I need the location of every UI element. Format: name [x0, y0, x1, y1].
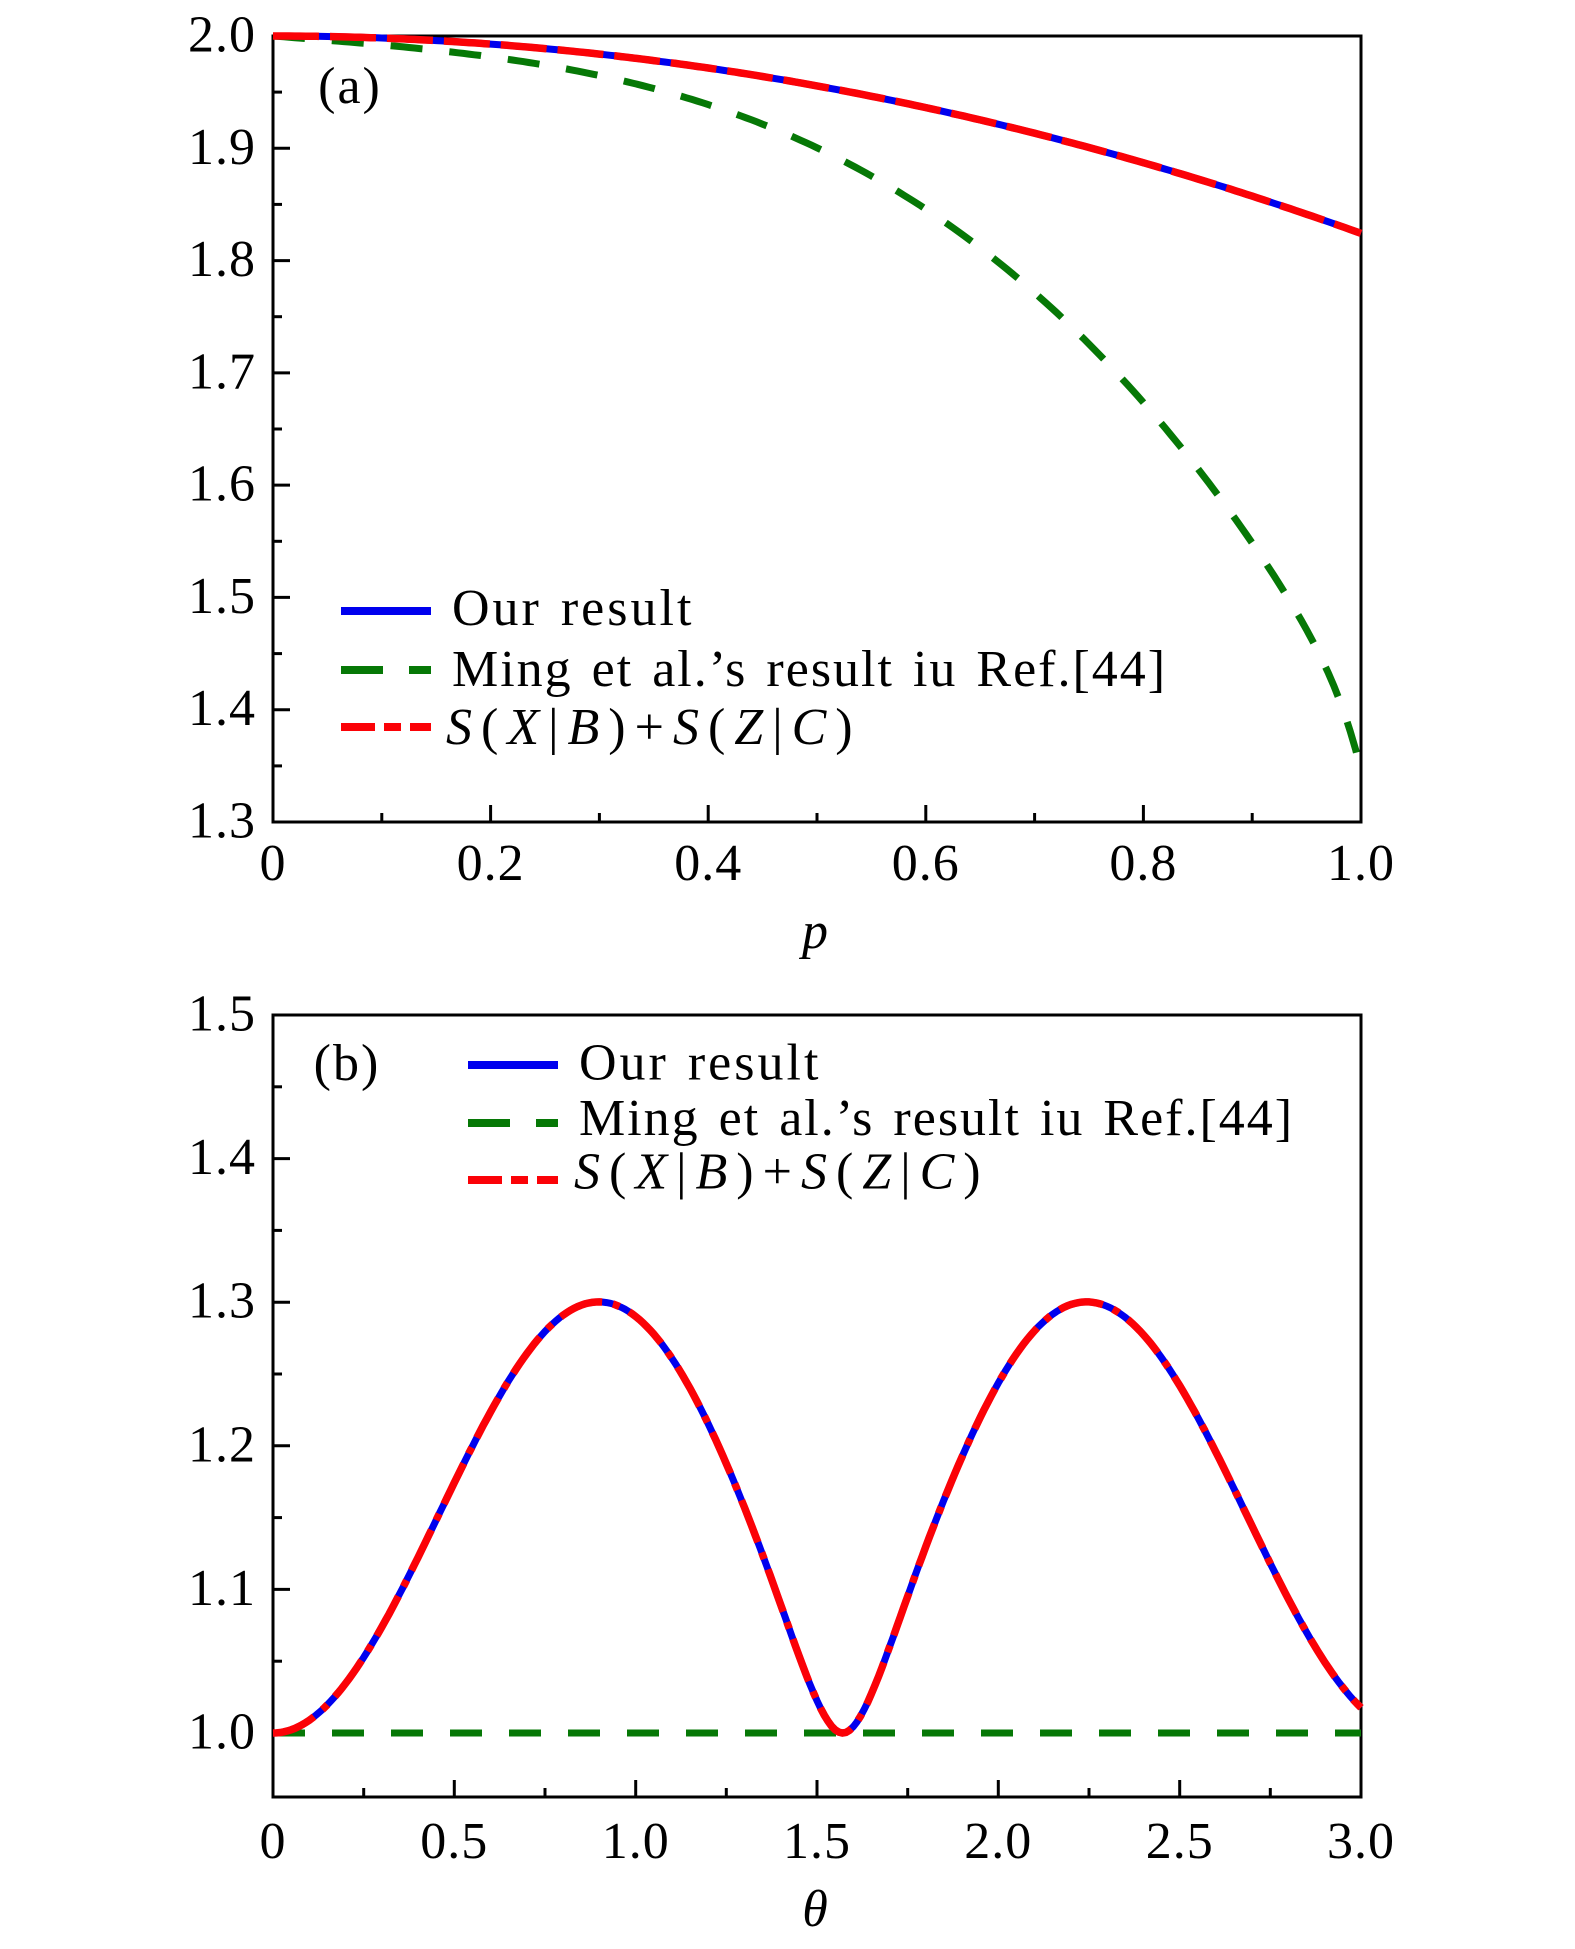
svg-text:1.6: 1.6	[188, 456, 256, 513]
svg-text:3.0: 3.0	[1327, 1813, 1395, 1870]
svg-text:1.5: 1.5	[783, 1813, 851, 1870]
svg-text:Our result: Our result	[452, 580, 694, 637]
svg-text:p: p	[798, 903, 828, 960]
svg-text:Our result: Our result	[579, 1035, 821, 1092]
svg-text:1.7: 1.7	[188, 343, 256, 400]
svg-text:2.0: 2.0	[964, 1813, 1032, 1870]
svg-text:0.6: 0.6	[892, 835, 960, 892]
svg-text:Ming et al.’s result iu Ref.[4: Ming et al.’s result iu Ref.[44]	[452, 641, 1167, 698]
svg-text:0.4: 0.4	[674, 835, 742, 892]
svg-text:1.1: 1.1	[188, 1560, 256, 1617]
svg-text:S(X|B)+S(Z|C): S(X|B)+S(Z|C)	[574, 1144, 990, 1201]
svg-text:1.9: 1.9	[188, 119, 256, 176]
svg-text:1.0: 1.0	[188, 1704, 256, 1761]
svg-text:(b): (b)	[314, 1035, 381, 1092]
svg-text:2.0: 2.0	[188, 7, 256, 64]
svg-text:1.3: 1.3	[188, 1273, 256, 1330]
svg-text:1.5: 1.5	[188, 568, 256, 625]
svg-text:1.3: 1.3	[188, 793, 256, 850]
svg-text:1.0: 1.0	[1327, 835, 1395, 892]
svg-text:1.0: 1.0	[602, 1813, 670, 1870]
svg-text:0.5: 0.5	[420, 1813, 488, 1870]
svg-text:0: 0	[260, 835, 287, 892]
svg-text:(a): (a)	[318, 58, 382, 115]
svg-text:1.5: 1.5	[188, 986, 256, 1043]
svg-text:0.8: 0.8	[1109, 835, 1177, 892]
svg-text:0.2: 0.2	[457, 835, 525, 892]
svg-text:1.4: 1.4	[188, 680, 256, 737]
svg-text:S(X|B)+S(Z|C): S(X|B)+S(Z|C)	[446, 699, 862, 756]
svg-text:0: 0	[260, 1813, 287, 1870]
svg-text:1.2: 1.2	[188, 1416, 256, 1473]
svg-text:θ: θ	[802, 1881, 828, 1938]
svg-text:Ming et al.’s result iu Ref.[4: Ming et al.’s result iu Ref.[44]	[579, 1090, 1294, 1147]
svg-text:1.4: 1.4	[188, 1129, 256, 1186]
svg-text:2.5: 2.5	[1146, 1813, 1214, 1870]
svg-text:1.8: 1.8	[188, 231, 256, 288]
